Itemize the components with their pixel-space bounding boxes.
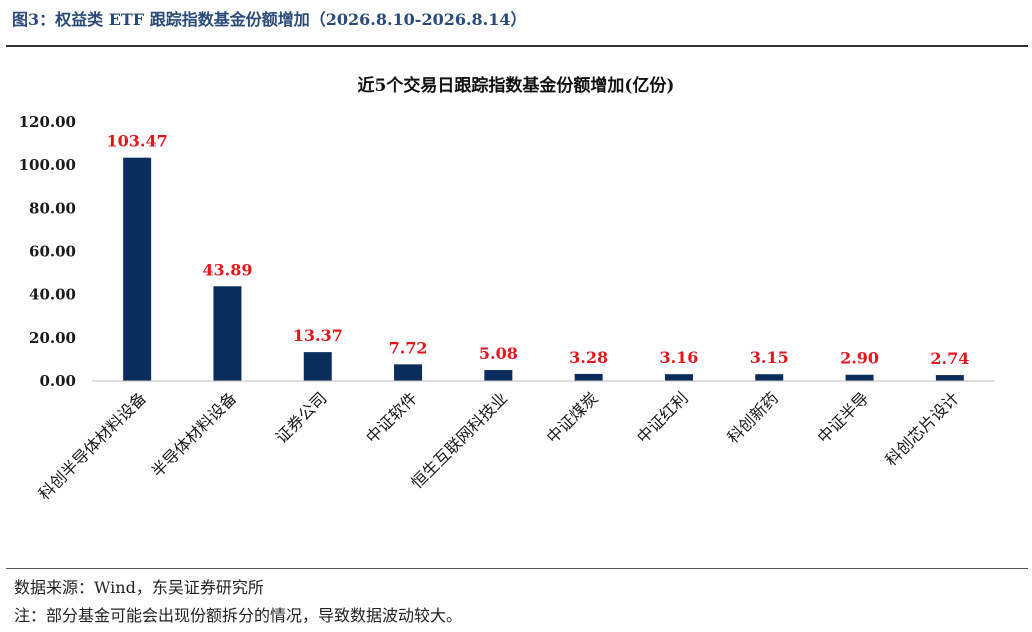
category-label: 证券公司: [272, 388, 331, 447]
y-tick-label: 20.00: [29, 329, 76, 347]
data-label: 13.37: [293, 326, 343, 345]
y-tick-label: 60.00: [29, 243, 76, 261]
category-label: 恒生互联网科技业: [407, 388, 511, 492]
category-label: 半导体材料设备: [148, 388, 241, 481]
y-tick-label: 0.00: [39, 372, 76, 390]
category-label: 中证煤炭: [543, 388, 602, 447]
data-label: 3.28: [569, 348, 608, 367]
data-label: 3.16: [659, 348, 698, 367]
y-tick-label: 80.00: [29, 199, 76, 217]
bar: [755, 374, 784, 381]
figure-title: 图3：权益类 ETF 跟踪指数基金份额增加（2026.8.10-2026.8.1…: [12, 10, 527, 29]
data-label: 3.15: [750, 348, 789, 367]
bar-chart: 近5个交易日跟踪指数基金份额增加(亿份) 0.00 20.00 40.00 60.00…: [19, 75, 995, 504]
top-divider: [6, 45, 1028, 47]
category-label: 科创半导体材料设备: [35, 388, 150, 503]
bar: [303, 352, 332, 381]
category-label: 科创新药: [723, 388, 782, 447]
data-label: 43.89: [202, 260, 252, 279]
category-label: 中证红利: [633, 388, 692, 447]
footnote: 注：部分基金可能会出现份额拆分的情况，导致数据波动较大。: [14, 606, 463, 625]
category-label: 中证软件: [362, 388, 421, 447]
footer-divider: [6, 568, 1028, 569]
y-tick-label: 40.00: [29, 286, 76, 304]
bar-series: 103.47 43.89 13.37 7.72 5.08 3.28 3.16 3.15 2.90…: [107, 132, 969, 381]
source-note: 数据来源：Wind，东吴证券研究所: [14, 578, 264, 597]
bar: [394, 364, 423, 381]
y-tick-label: 120.00: [19, 113, 76, 131]
bar: [935, 375, 964, 381]
bar: [213, 286, 242, 381]
data-label: 2.90: [840, 349, 879, 368]
category-label: 科创芯片设计: [881, 388, 962, 469]
bar: [574, 373, 603, 381]
bar: [484, 370, 513, 381]
data-label: 7.72: [389, 338, 428, 357]
category-label: 中证半导: [814, 388, 873, 447]
data-label: 2.74: [930, 349, 969, 368]
chart-title: 近5个交易日跟踪指数基金份额增加(亿份): [358, 75, 675, 96]
y-tick-label: 100.00: [19, 156, 76, 174]
data-label: 5.08: [479, 344, 518, 363]
bar: [664, 374, 693, 381]
y-axis: 0.00 20.00 40.00 60.00 80.00 100.00 120.00: [19, 113, 76, 390]
data-label: 103.47: [107, 132, 168, 151]
bar: [123, 157, 152, 381]
bar: [845, 374, 874, 381]
